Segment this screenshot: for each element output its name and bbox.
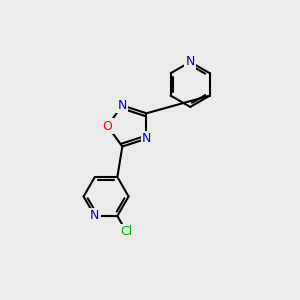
Text: N: N: [118, 99, 127, 112]
Text: O: O: [103, 119, 112, 133]
Text: N: N: [185, 56, 195, 68]
Text: N: N: [142, 132, 151, 145]
Text: Cl: Cl: [120, 225, 133, 238]
Text: N: N: [90, 209, 100, 223]
